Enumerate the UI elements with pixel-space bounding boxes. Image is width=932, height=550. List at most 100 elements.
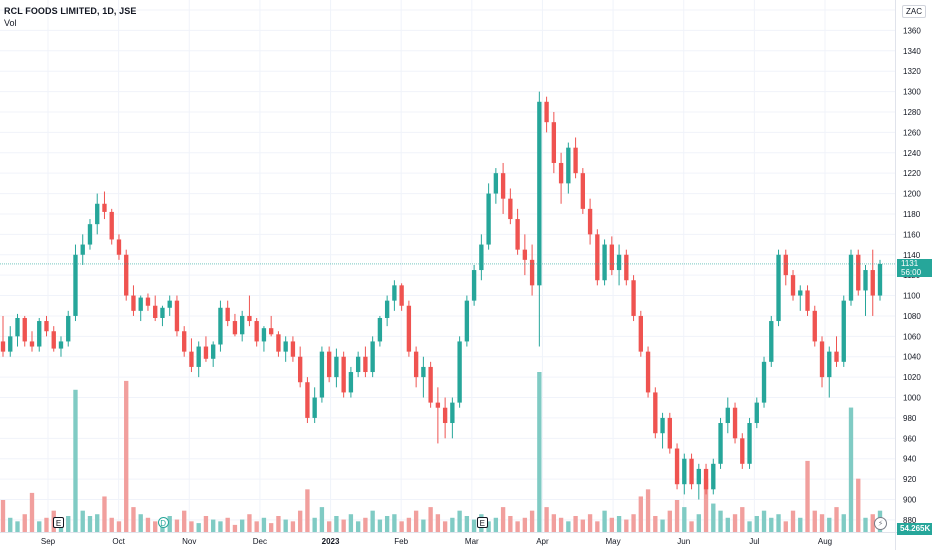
candle[interactable] (856, 249, 861, 296)
candle[interactable] (435, 387, 441, 444)
candle[interactable] (812, 305, 817, 347)
candle[interactable] (0, 315, 6, 357)
candle[interactable] (326, 346, 332, 383)
candle[interactable] (305, 377, 310, 424)
candle[interactable] (500, 162, 506, 214)
candle[interactable] (747, 417, 752, 469)
candle[interactable] (421, 356, 426, 398)
candle[interactable] (218, 300, 223, 352)
candle[interactable] (225, 300, 230, 327)
candle[interactable] (587, 198, 593, 245)
candle[interactable] (80, 234, 85, 265)
candle[interactable] (73, 244, 78, 322)
candle[interactable] (319, 346, 325, 403)
candle[interactable] (160, 305, 165, 327)
candle[interactable] (37, 317, 42, 352)
candle[interactable] (558, 152, 564, 204)
candle[interactable] (138, 295, 143, 322)
candle[interactable] (95, 193, 100, 235)
candle[interactable] (834, 336, 839, 367)
candle[interactable] (22, 315, 27, 347)
candle[interactable] (624, 249, 629, 286)
candle[interactable] (232, 313, 238, 337)
candle[interactable] (102, 191, 107, 220)
candle[interactable] (240, 310, 245, 342)
candle[interactable] (268, 315, 274, 337)
candle[interactable] (645, 346, 651, 398)
candle[interactable] (580, 168, 586, 214)
candle[interactable] (479, 234, 484, 281)
candle[interactable] (297, 346, 303, 388)
candle[interactable] (841, 295, 846, 367)
candle[interactable] (392, 280, 397, 311)
candle[interactable] (203, 336, 209, 362)
candle[interactable] (8, 326, 13, 357)
candle[interactable] (790, 270, 796, 301)
candle[interactable] (718, 417, 723, 469)
candle[interactable] (290, 336, 296, 362)
candle[interactable] (384, 295, 390, 327)
candle[interactable] (508, 188, 513, 225)
candle[interactable] (457, 336, 462, 408)
candle[interactable] (674, 443, 680, 490)
candle[interactable] (211, 341, 216, 367)
candle[interactable] (616, 244, 622, 286)
candle[interactable] (863, 264, 868, 316)
candle[interactable] (870, 249, 875, 316)
candle[interactable] (631, 275, 636, 322)
candle[interactable] (348, 366, 354, 398)
candle[interactable] (261, 326, 267, 352)
candle[interactable] (131, 285, 136, 316)
candle[interactable] (660, 412, 665, 449)
candle[interactable] (703, 463, 709, 495)
candle[interactable] (44, 315, 49, 337)
candle[interactable] (29, 331, 35, 352)
candle[interactable] (124, 249, 129, 301)
candle[interactable] (609, 236, 615, 276)
candle[interactable] (276, 331, 281, 357)
currency-badge[interactable]: ZAC (902, 5, 926, 18)
candle[interactable] (471, 264, 477, 306)
candle[interactable] (153, 295, 158, 322)
dividend-marker[interactable]: D (157, 517, 169, 528)
candle[interactable] (312, 387, 317, 424)
candle[interactable] (174, 295, 180, 337)
candle[interactable] (732, 402, 738, 444)
earnings-marker[interactable]: E (476, 517, 488, 528)
candle[interactable] (399, 283, 404, 311)
candle[interactable] (196, 341, 201, 378)
candle[interactable] (537, 91, 542, 347)
candle[interactable] (783, 249, 788, 286)
candle[interactable] (355, 351, 361, 378)
candle[interactable] (406, 300, 412, 357)
candle[interactable] (363, 346, 368, 378)
candle[interactable] (515, 208, 520, 255)
candle[interactable] (819, 336, 825, 388)
candle[interactable] (66, 310, 71, 347)
candle[interactable] (428, 361, 433, 408)
candle[interactable] (798, 285, 803, 311)
candle[interactable] (776, 249, 781, 327)
candle[interactable] (848, 249, 854, 306)
candle[interactable] (877, 259, 883, 301)
candle[interactable] (529, 244, 535, 296)
candle[interactable] (667, 412, 672, 454)
candle[interactable] (805, 285, 810, 316)
candle[interactable] (370, 336, 375, 378)
candle[interactable] (109, 208, 114, 245)
lightning-icon[interactable]: ⚡ (874, 517, 887, 530)
candle[interactable] (827, 346, 832, 398)
candle[interactable] (566, 142, 571, 194)
candle[interactable] (189, 338, 194, 373)
candle[interactable] (58, 336, 64, 357)
candle[interactable] (551, 111, 557, 174)
candle[interactable] (413, 346, 419, 388)
candle[interactable] (493, 168, 499, 204)
candle[interactable] (341, 351, 346, 398)
candle[interactable] (573, 137, 578, 179)
candle[interactable] (486, 183, 491, 250)
candle[interactable] (145, 293, 151, 311)
candle[interactable] (450, 397, 455, 439)
earnings-marker[interactable]: E (53, 517, 64, 528)
